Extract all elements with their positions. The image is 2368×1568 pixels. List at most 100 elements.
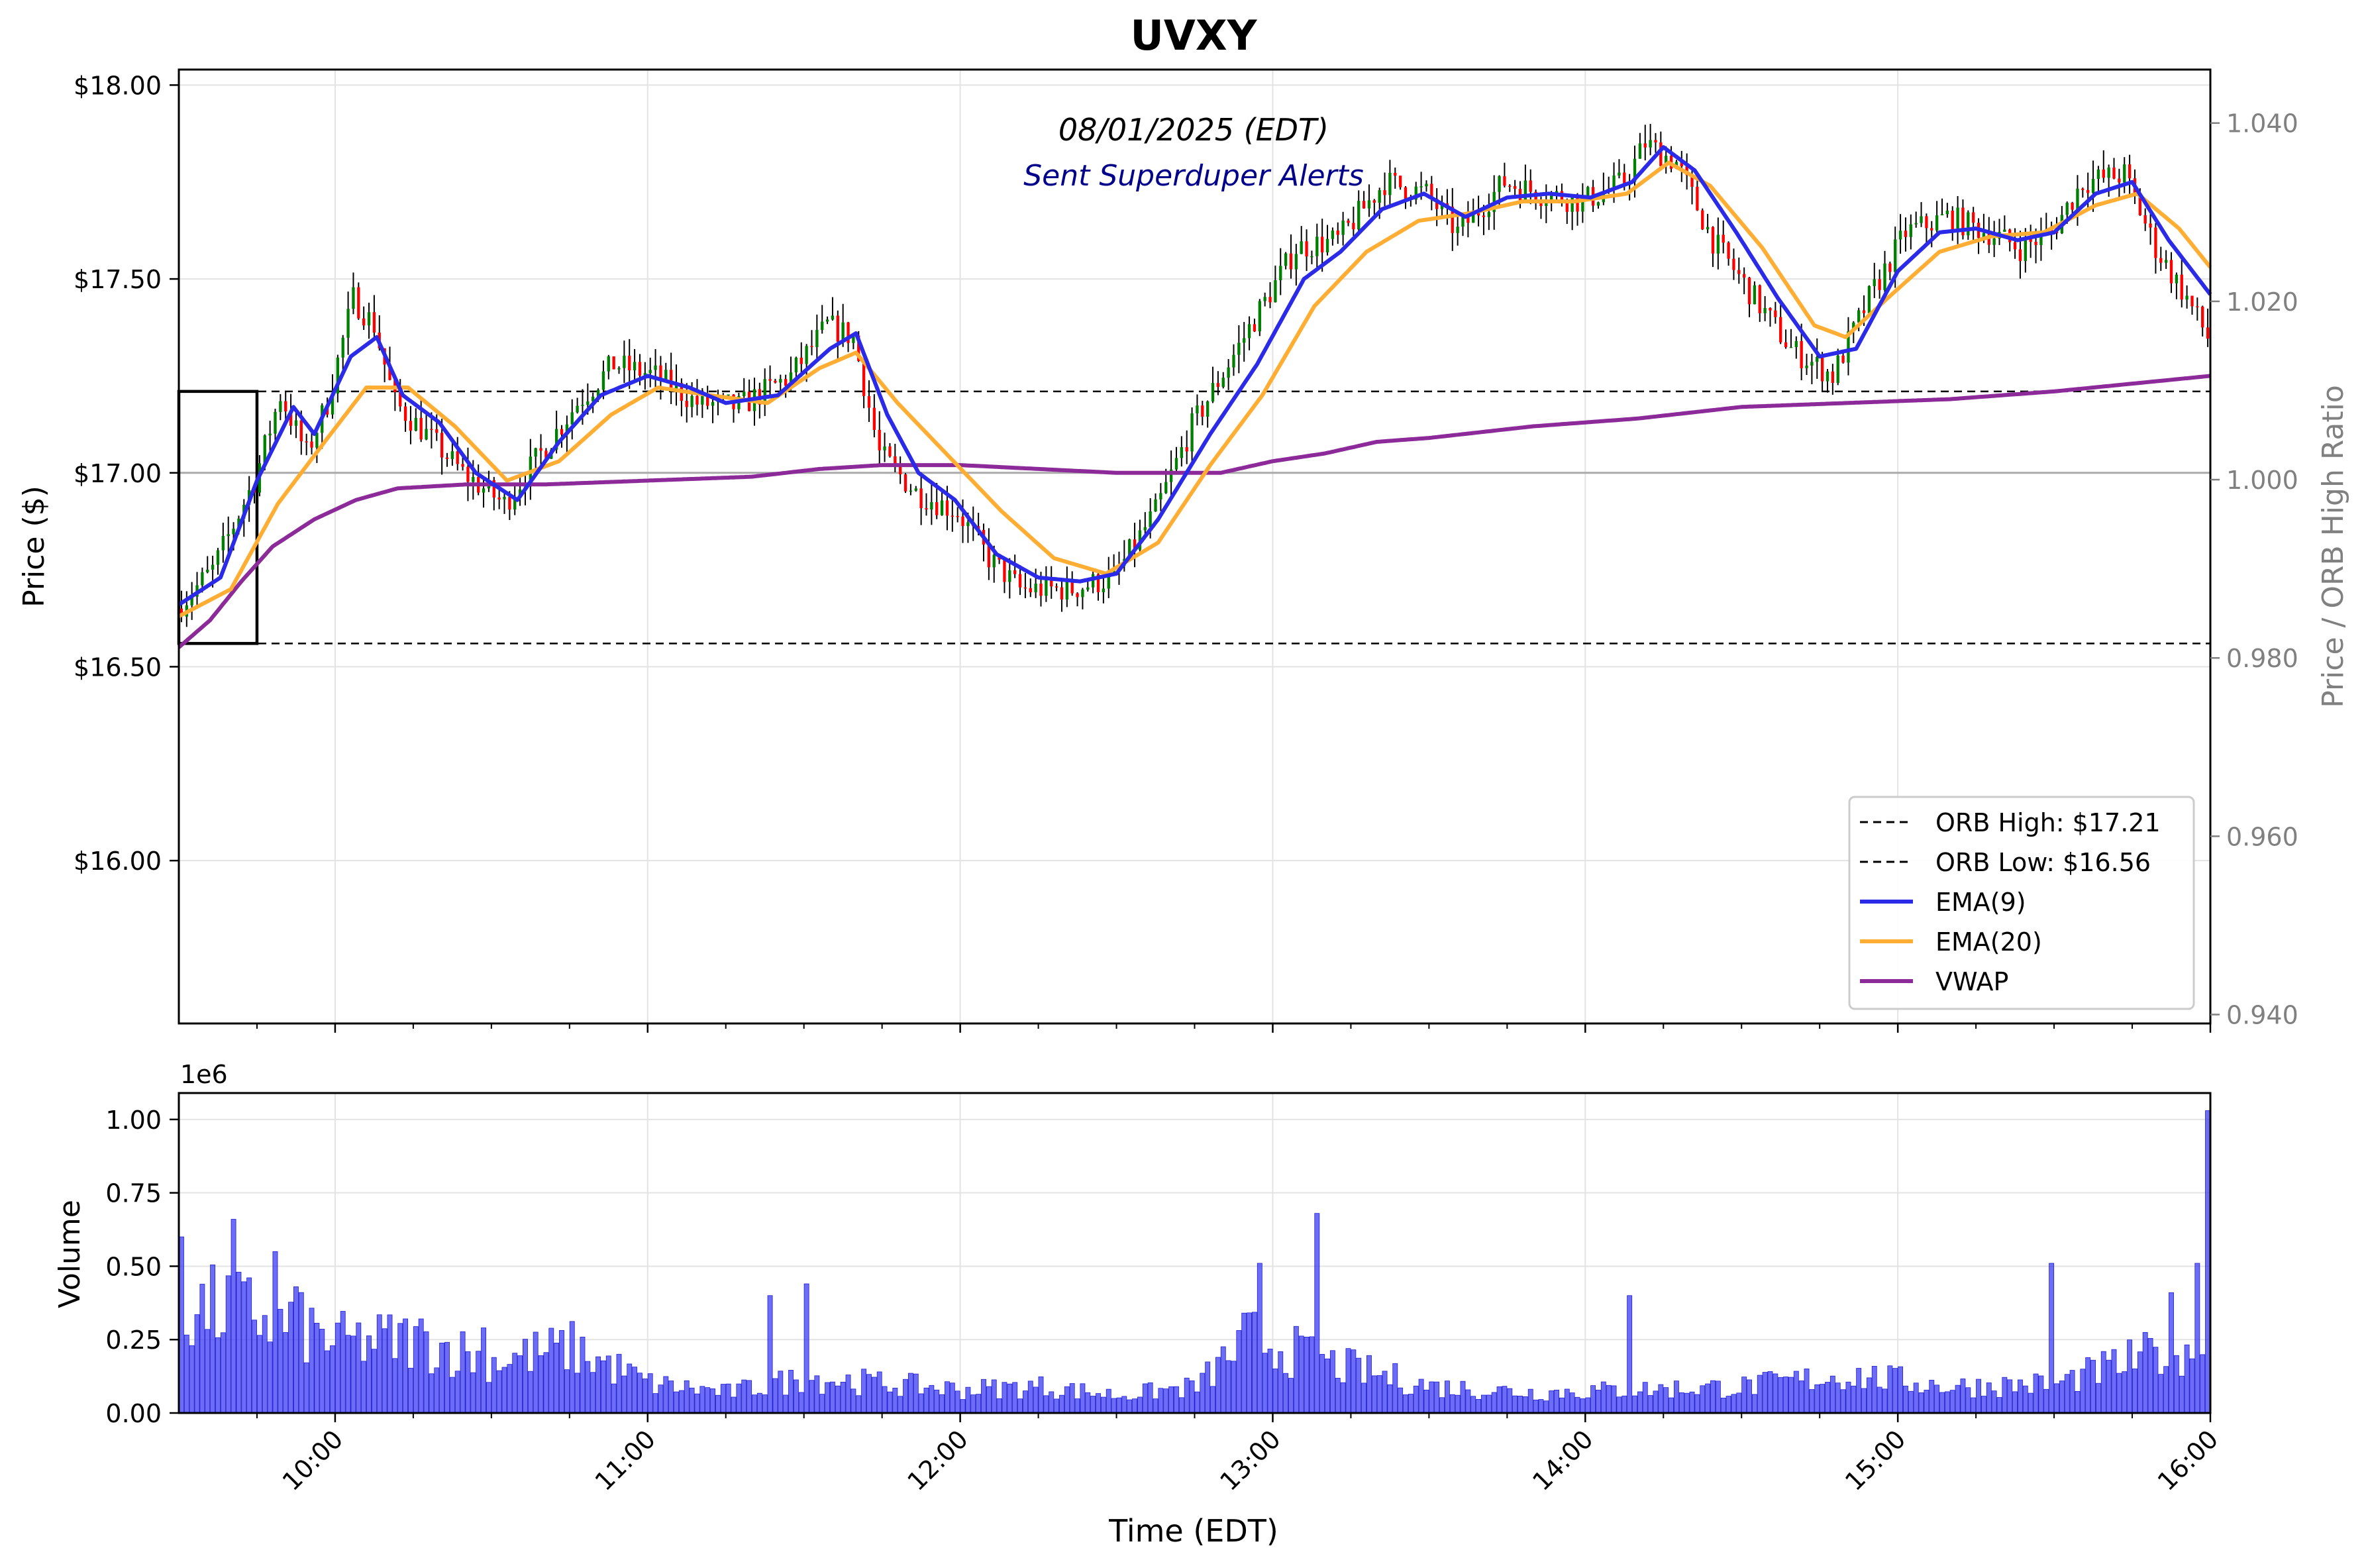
volume-bar <box>1798 1381 1804 1414</box>
volume-bar <box>949 1383 955 1414</box>
candle-up <box>1196 405 1199 414</box>
candle-down <box>1055 586 1058 588</box>
volume-bar <box>454 1371 460 1414</box>
candle-up <box>1836 355 1839 384</box>
volume-bar <box>2127 1339 2133 1414</box>
volume-bar <box>210 1264 216 1414</box>
candle-down <box>1404 187 1408 199</box>
candle-up <box>1550 193 1553 203</box>
candle-down <box>1013 570 1017 574</box>
volume-bar <box>2147 1337 2153 1414</box>
volume-bar <box>1783 1377 1789 1414</box>
volume-bar <box>976 1394 982 1414</box>
volume-bar <box>1366 1355 1372 1414</box>
candle-down <box>695 395 699 405</box>
candle-up <box>2003 229 2006 233</box>
volume-bar <box>1403 1394 1408 1414</box>
volume-bar <box>444 1341 450 1414</box>
candle-down <box>1503 176 1506 186</box>
price-y-axis-label: Price ($) <box>17 486 51 607</box>
volume-bar <box>2179 1375 2185 1414</box>
volume-bar <box>845 1375 851 1414</box>
volume-bar <box>1700 1385 1706 1414</box>
volume-bar <box>1673 1381 1679 1414</box>
candle-down <box>1659 142 1663 166</box>
candle-up <box>472 477 475 482</box>
candle-down <box>1216 383 1220 388</box>
volume-bar <box>1611 1385 1617 1414</box>
volume-bar <box>340 1311 346 1414</box>
candle-up <box>1154 499 1157 511</box>
volume-bar <box>2132 1368 2137 1414</box>
candle-down <box>1654 140 1657 142</box>
volume-bar <box>293 1286 299 1414</box>
candle-up <box>1982 233 1986 238</box>
candle-down <box>1831 371 1835 384</box>
candle-down <box>872 407 876 430</box>
volume-bar <box>1387 1384 1393 1414</box>
candle-up <box>2091 179 2095 193</box>
volume-bar <box>278 1308 283 1414</box>
volume-bar <box>1465 1389 1471 1414</box>
candle-down <box>2071 203 2074 210</box>
candle-down <box>1690 175 1694 187</box>
ratio-y-tick-label: 1.020 <box>2226 287 2298 317</box>
candle-up <box>1357 201 1361 230</box>
candle-up <box>1816 356 1819 362</box>
candle-up <box>815 330 819 347</box>
volume-bar <box>871 1377 877 1414</box>
candle-up <box>1221 378 1225 388</box>
volume-bar <box>960 1399 966 1414</box>
volume-bar <box>559 1330 564 1414</box>
candle-up <box>1898 231 1902 240</box>
candle-down <box>2206 327 2210 339</box>
candle-up <box>1045 577 1048 596</box>
volume-bar <box>2054 1383 2059 1414</box>
volume-bar <box>194 1314 200 1414</box>
candle-down <box>299 420 303 442</box>
candle-up <box>367 312 371 326</box>
candle-down <box>1769 307 1772 311</box>
volume-bar <box>1924 1390 1930 1414</box>
candle-up <box>1388 172 1392 195</box>
candle-up <box>643 373 646 376</box>
candle-down <box>1560 191 1564 203</box>
volume-bar <box>1757 1375 1763 1414</box>
price-y-tick-label: $17.00 <box>74 459 162 488</box>
volume-y-tick-label: 0.75 <box>105 1179 162 1208</box>
candle-up <box>503 497 506 499</box>
volume-bar <box>803 1283 809 1414</box>
candle-up <box>513 497 517 510</box>
candle-up <box>581 405 584 406</box>
candle-up <box>294 420 298 426</box>
volume-bar <box>2106 1359 2112 1414</box>
candle-up <box>1419 186 1423 187</box>
volume-bar <box>1168 1386 1174 1414</box>
candle-up <box>1008 570 1011 582</box>
volume-bar <box>1590 1385 1596 1414</box>
candle-up <box>221 536 225 550</box>
volume-bar <box>335 1322 340 1414</box>
candle-up <box>1581 196 1584 212</box>
candle-up <box>1852 322 1855 332</box>
volume-bar <box>710 1388 716 1414</box>
candle-down <box>2154 227 2157 258</box>
candle-up <box>1081 590 1084 598</box>
candle-up <box>841 322 845 342</box>
volume-bar <box>1329 1350 1335 1414</box>
volume-bar <box>1871 1366 1877 1414</box>
volume-bar <box>434 1367 440 1414</box>
volume-bar <box>1460 1381 1466 1414</box>
volume-bar <box>1851 1385 1857 1414</box>
candle-down <box>925 508 928 510</box>
volume-bar <box>1725 1396 1731 1414</box>
legend-label: VWAP <box>1935 967 2008 996</box>
candle-up <box>1789 346 1793 348</box>
candle-up <box>654 365 657 370</box>
candle-up <box>576 405 579 413</box>
candle-down <box>362 318 366 326</box>
volume-bar <box>1049 1391 1055 1414</box>
volume-bar <box>689 1387 695 1414</box>
volume-bar <box>2169 1292 2174 1414</box>
candle-down <box>1930 228 1933 231</box>
